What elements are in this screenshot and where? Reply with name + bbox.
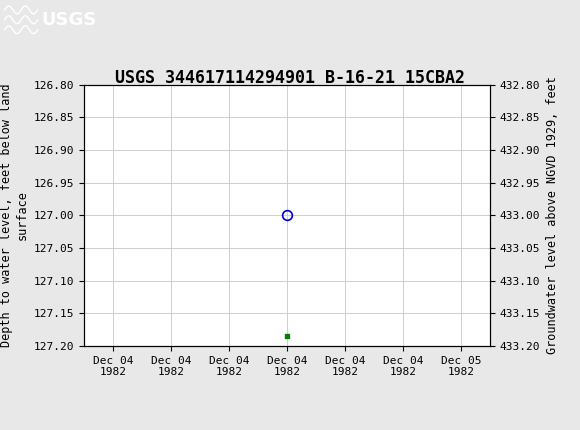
Text: USGS 344617114294901 B-16-21 15CBA2: USGS 344617114294901 B-16-21 15CBA2 [115,69,465,87]
Legend: Period of approved data: Period of approved data [177,427,397,430]
Text: USGS: USGS [42,11,97,29]
Y-axis label: Depth to water level, feet below land
surface: Depth to water level, feet below land su… [1,83,28,347]
Y-axis label: Groundwater level above NGVD 1929, feet: Groundwater level above NGVD 1929, feet [546,77,559,354]
